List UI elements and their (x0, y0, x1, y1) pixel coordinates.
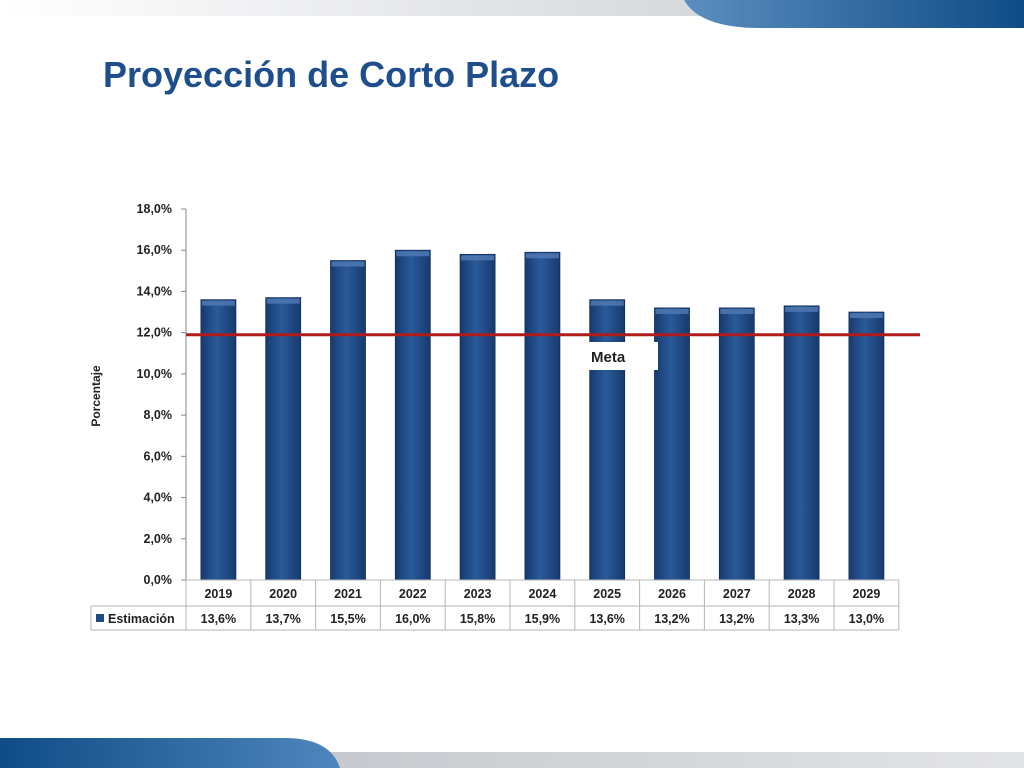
target-label-box (582, 342, 658, 370)
target-label: Meta (591, 349, 626, 366)
x-category-label: 2027 (723, 587, 751, 601)
bar-top-highlight (266, 298, 300, 304)
bar-top-highlight (849, 313, 883, 319)
data-label: 13,6% (589, 612, 624, 626)
x-category-label: 2028 (788, 587, 816, 601)
bar-top-highlight (785, 306, 819, 312)
y-tick-label: 10,0% (137, 367, 172, 381)
bar (589, 299, 626, 581)
x-category-label: 2021 (334, 587, 362, 601)
x-category-label: 2022 (399, 587, 427, 601)
bar (718, 307, 755, 581)
bar (459, 253, 496, 581)
data-label: 16,0% (395, 612, 430, 626)
bar-top-highlight (720, 308, 754, 314)
bar-top-highlight (461, 255, 495, 261)
x-category-label: 2019 (204, 587, 232, 601)
data-label: 13,6% (201, 612, 236, 626)
y-tick-label: 12,0% (137, 326, 172, 340)
bar-top-highlight (590, 300, 624, 306)
data-label: 13,3% (784, 612, 819, 626)
bar-top-highlight (331, 261, 365, 267)
data-label: 15,5% (330, 612, 365, 626)
data-label: 13,0% (849, 612, 884, 626)
bar (783, 305, 820, 581)
bar (654, 307, 690, 581)
header-band (0, 0, 1024, 28)
slide-title: Proyección de Corto Plazo (103, 54, 560, 95)
y-axis-title: Porcentaje (89, 365, 103, 427)
bar (200, 299, 237, 581)
bar-top-highlight (201, 300, 235, 306)
bars (200, 249, 885, 581)
bar-top-highlight (525, 253, 559, 259)
y-tick-label: 0,0% (144, 573, 173, 587)
y-tick-label: 16,0% (137, 243, 172, 257)
data-table: 2019 13,6% 2020 13,7% 2021 15,5% 2022 16,0% 2023… (90, 579, 900, 631)
y-tick-label: 14,0% (137, 284, 172, 298)
y-tick-label: 8,0% (144, 408, 173, 422)
bar (394, 249, 431, 581)
data-label: 13,2% (654, 612, 689, 626)
footer-band (0, 738, 1024, 768)
y-tick-label: 18,0% (137, 202, 172, 216)
bar (848, 311, 885, 581)
y-axis: 0,0% 2,0% 4,0% 6,0% 8,0% 10,0% 12,0% 14,0% 16,0%… (89, 202, 187, 587)
x-category-label: 2023 (464, 587, 492, 601)
y-tick-label: 2,0% (144, 532, 173, 546)
x-category-label: 2026 (658, 587, 686, 601)
data-label: 13,7% (265, 612, 300, 626)
bar (524, 251, 561, 581)
legend-label: Estimación (108, 612, 175, 626)
data-label: 13,2% (719, 612, 754, 626)
bar-top-highlight (396, 251, 430, 257)
y-tick-label: 4,0% (144, 491, 173, 505)
x-category-label: 2020 (269, 587, 297, 601)
bar (330, 260, 366, 581)
y-tick-label: 6,0% (144, 449, 173, 463)
x-category-label: 2024 (528, 587, 556, 601)
x-category-label: 2029 (852, 587, 880, 601)
bar (265, 297, 302, 581)
bar-top-highlight (655, 308, 689, 314)
target-line-group: Meta (186, 333, 920, 370)
data-label: 15,8% (460, 612, 495, 626)
data-label: 15,9% (525, 612, 560, 626)
x-category-label: 2025 (593, 587, 621, 601)
legend-swatch (96, 614, 104, 622)
